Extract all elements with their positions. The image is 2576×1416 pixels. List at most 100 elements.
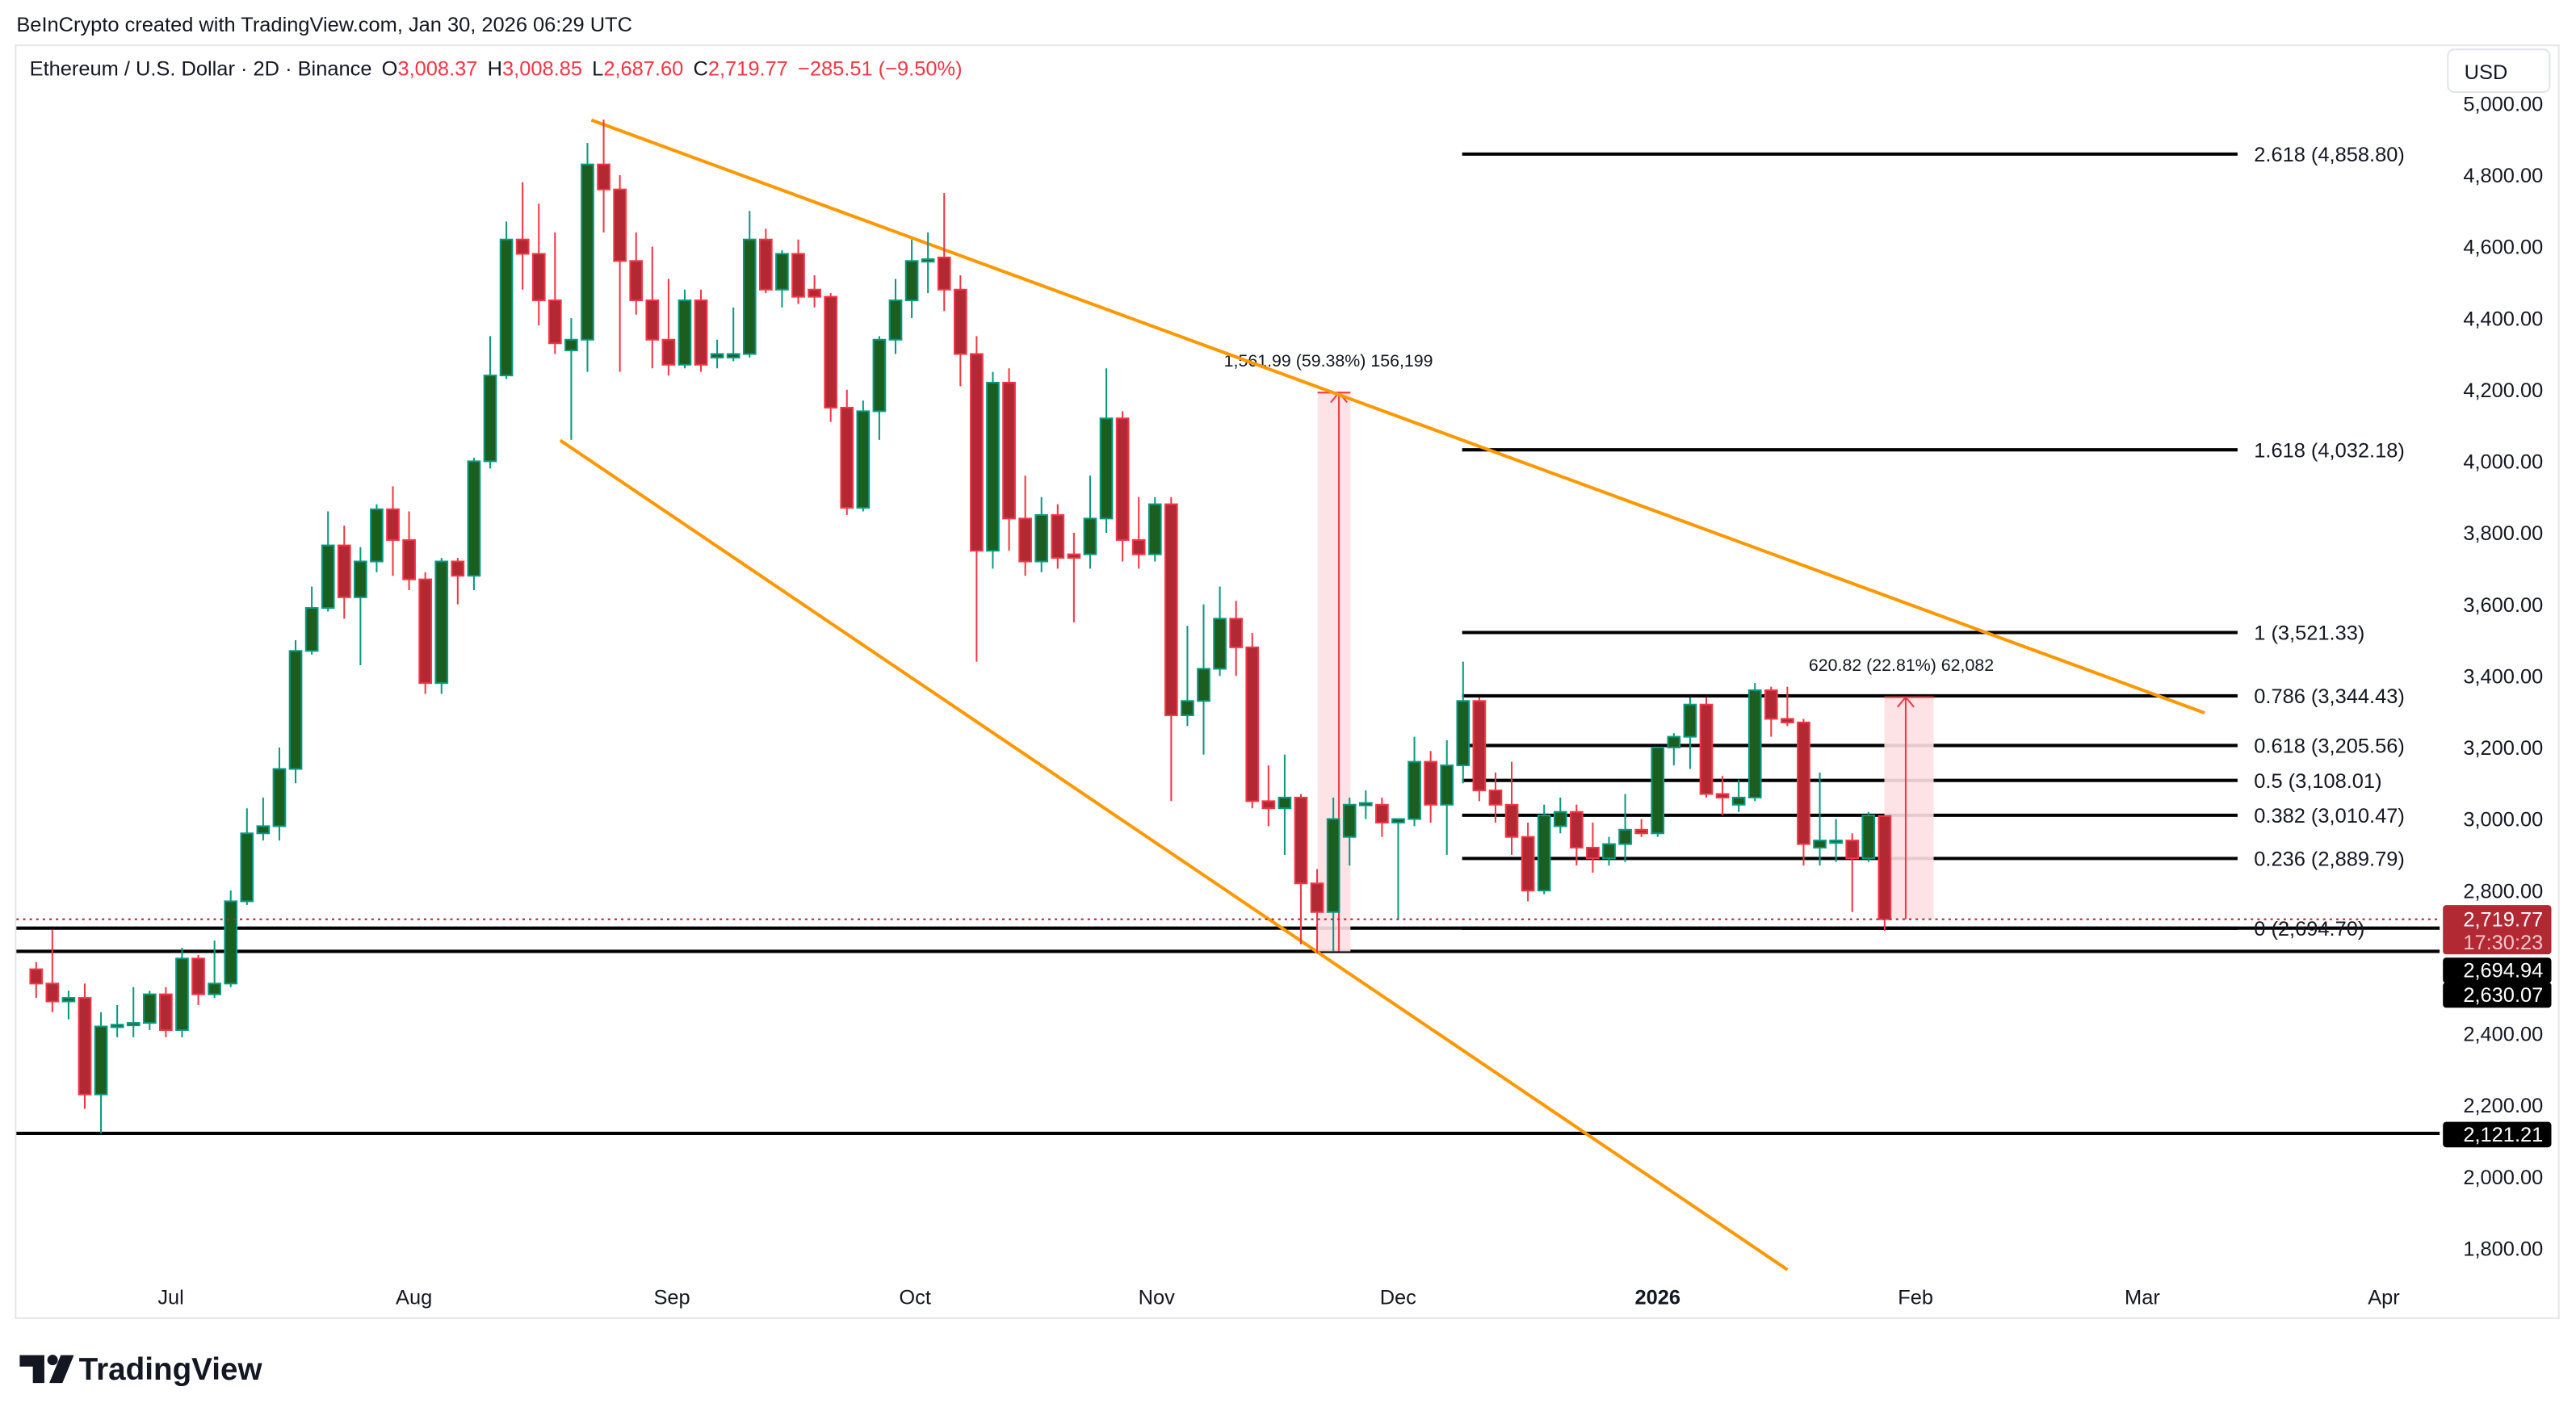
candle-body [1586,846,1600,860]
price-tick-label: 3,000.00 [2463,809,2543,832]
candle-body [1164,503,1178,717]
tradingview-logo[interactable]: TradingView [19,1352,262,1387]
candle-body [191,957,205,995]
candle [418,572,433,694]
candle [548,232,562,354]
candle [1181,626,1194,727]
candle-body [418,578,433,685]
level-price-badge-bg [2443,1121,2552,1148]
candle [1651,746,1665,837]
candle-body [1099,417,1114,520]
candle-body [953,288,967,355]
candle-body [840,406,854,509]
candle-body [1083,517,1097,555]
candle-body [970,353,984,552]
price-range-measure[interactable]: 620.82 (22.81%) 62,082 [1809,656,1994,920]
trendlines[interactable] [559,118,2205,1271]
candle-body [499,238,514,377]
candle [775,249,789,308]
candle [304,586,319,655]
candle [515,182,530,290]
price-tick-label: 4,800.00 [2463,165,2543,187]
time-tick-label: Mar [2125,1287,2160,1309]
candle-body [1181,700,1194,717]
bar-countdown: 17:30:23 [2463,932,2543,954]
candle [126,987,141,1037]
time-axis[interactable]: Jul Aug Sep Oct Nov Dec 2026 Feb Mar Apr [157,1287,2400,1309]
candle-body [1310,882,1324,913]
candle [904,239,919,319]
candle-body [1278,796,1292,810]
fib-level-label: 0.618 (3,205.56) [2254,735,2405,758]
candle-body [1764,689,1778,720]
candle-body [678,300,692,366]
candle-body [1651,746,1665,835]
measure-label: 1,561.99 (59.38%) 156,199 [1224,351,1433,371]
candle [224,890,238,987]
candle [1715,776,1730,816]
level-price-value: 2,694.94 [2463,960,2543,982]
candle [499,221,514,379]
candle [1521,822,1535,902]
price-tick-label: 3,200.00 [2463,737,2543,760]
candle [1472,697,1487,802]
candle-body [159,993,173,1031]
candle-body [1699,703,1714,795]
candle-body [1018,517,1032,563]
candle-body [337,544,351,598]
candle [272,747,287,841]
candle-body [775,253,789,291]
candle [1147,496,1162,562]
candle-body [1877,815,1892,920]
candle-body [1731,796,1746,806]
fib-level-label: 1 (3,521.33) [2254,622,2364,645]
candle [1781,686,1794,727]
candle [1099,368,1114,534]
candle [256,797,271,841]
candle-body [1197,668,1210,702]
candle [824,293,838,422]
candle [1845,833,1860,912]
lower-trendline[interactable] [559,438,1789,1271]
candle-body [1570,811,1584,848]
candle-body [94,1025,108,1096]
candle-body [888,300,903,341]
candle-body [272,768,287,827]
level-price-badge: 2,630.07 [2443,982,2552,1008]
candle-body [1747,689,1762,798]
candle [191,954,205,1005]
price-tick-label: 4,200.00 [2463,379,2543,402]
candle-body [483,375,497,463]
currency-button[interactable]: USD [2447,48,2551,94]
candle [1229,601,1244,677]
price-axis[interactable]: 5,000.00 4,800.00 4,600.00 4,400.00 4,200.00… [2463,93,2543,1260]
candle-body [386,508,400,541]
level-price-badge-bg [2443,982,2552,1008]
candle [921,232,935,294]
candle [1051,504,1065,569]
fib-retracement[interactable]: 2.618 (4,858.80) 1.618 (4,032.18) 1 (3,521… [1462,144,2405,941]
level-price-value: 2,121.21 [2463,1124,2543,1146]
fib-level-label: 0.382 (3,010.47) [2254,805,2405,827]
candle [840,389,854,515]
candle-body [645,300,660,341]
candle-body [904,260,919,302]
fib-level-label: 0.786 (3,344.43) [2254,685,2405,708]
candle [1083,475,1097,569]
candle-body [1537,815,1551,892]
candle-body [1456,700,1471,767]
candle-body [597,163,610,191]
candle-body [1034,513,1049,563]
candle-body [808,288,821,298]
candle-body [921,258,935,263]
arrow-up-icon [1884,696,1934,708]
candle [451,558,465,605]
candle-body [1845,840,1860,860]
candle [759,228,773,294]
candle [1002,368,1016,551]
candle [953,275,967,387]
attribution: BeInCrypto created with TradingView.com,… [16,14,632,36]
upper-trendline[interactable] [590,118,2205,715]
